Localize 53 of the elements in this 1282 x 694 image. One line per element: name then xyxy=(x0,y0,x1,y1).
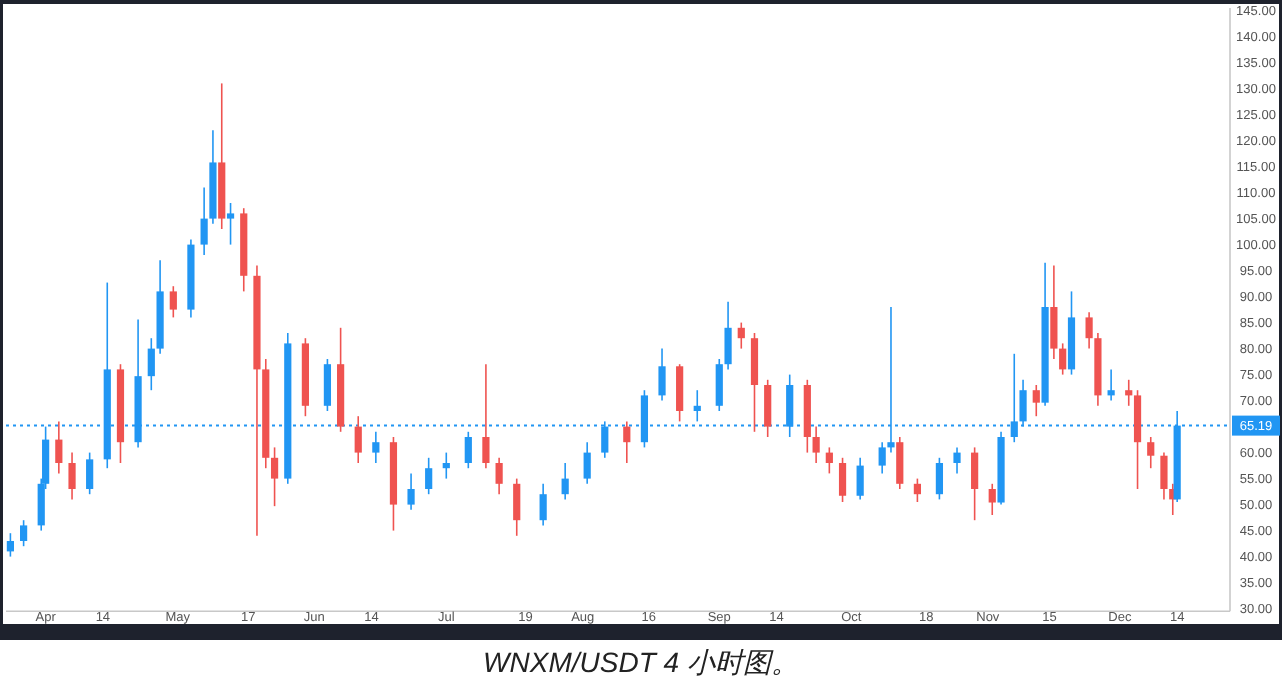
candlestick xyxy=(878,441,886,475)
candlestick xyxy=(1050,264,1058,360)
candlestick xyxy=(913,477,921,503)
candlestick xyxy=(147,337,155,391)
candlestick xyxy=(583,441,591,485)
candlestick xyxy=(764,379,772,438)
candlestick xyxy=(407,472,415,511)
candlestick xyxy=(372,431,380,464)
candlestick xyxy=(323,358,332,412)
candlestick xyxy=(935,457,944,501)
candlestick xyxy=(86,451,94,495)
candlestick xyxy=(539,483,547,527)
candlestick xyxy=(464,431,472,469)
candlestick xyxy=(226,202,235,246)
candlestick xyxy=(838,457,847,503)
candlestick xyxy=(971,446,979,521)
candlestick xyxy=(6,532,14,558)
candlestick xyxy=(676,363,684,423)
candlestick xyxy=(1147,436,1155,469)
text: WNXM/USDT 4 小时图。 xyxy=(483,646,799,678)
candlestick xyxy=(724,301,732,371)
candlestick xyxy=(561,462,569,501)
candlestick xyxy=(354,415,362,464)
candlestick xyxy=(1125,379,1133,407)
candlestick xyxy=(988,483,996,516)
candlestick xyxy=(812,425,820,464)
candlestick xyxy=(825,446,833,475)
candlestick xyxy=(200,186,208,256)
candlestick xyxy=(425,457,433,495)
candlestick xyxy=(169,285,177,319)
candlestick xyxy=(20,519,28,547)
candlestick xyxy=(856,457,864,501)
candlestick xyxy=(715,358,723,412)
candlestick xyxy=(896,436,904,490)
candlestick xyxy=(1085,311,1093,350)
candlestick xyxy=(693,389,701,423)
candlestick xyxy=(495,457,503,495)
candlestick xyxy=(442,451,450,480)
candlestick xyxy=(750,332,759,433)
candlestick xyxy=(1133,389,1142,490)
candlestick xyxy=(658,347,666,402)
candlestick xyxy=(1107,368,1115,402)
candlestick xyxy=(55,420,63,475)
candlestick xyxy=(270,446,279,507)
candlestick xyxy=(1032,384,1040,417)
candlestick xyxy=(513,477,521,537)
candlestick xyxy=(737,321,745,350)
candlestick xyxy=(1059,342,1067,376)
candlestick xyxy=(953,446,961,475)
candlestick xyxy=(482,363,490,469)
candlestick xyxy=(1160,451,1168,501)
candlestick xyxy=(68,451,76,501)
candlestick xyxy=(623,420,631,464)
